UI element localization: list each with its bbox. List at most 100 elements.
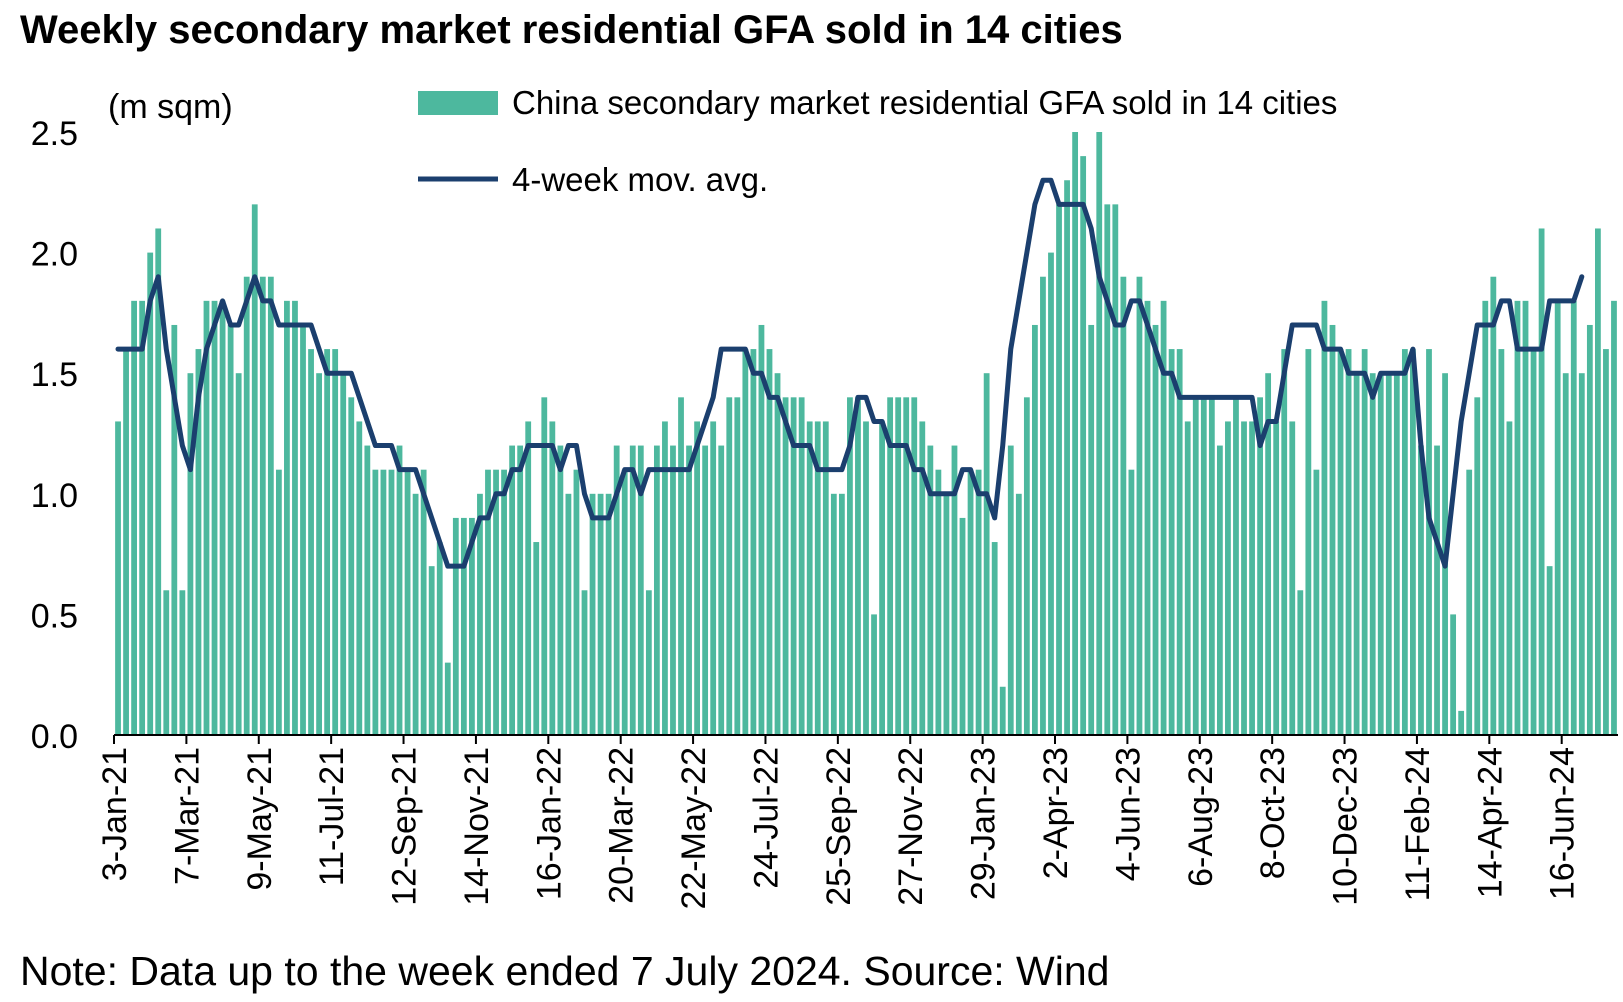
bar bbox=[1393, 373, 1400, 735]
bar bbox=[951, 445, 958, 735]
bar bbox=[1080, 156, 1087, 735]
bar bbox=[758, 324, 765, 735]
bar bbox=[284, 300, 290, 735]
bar bbox=[1112, 204, 1119, 736]
x-tick-label: 7-Mar-21 bbox=[168, 747, 206, 885]
bar bbox=[1233, 397, 1239, 735]
chart-note: Note: Data up to the week ended 7 July 2… bbox=[20, 948, 1110, 994]
bar bbox=[115, 421, 121, 735]
bar bbox=[1032, 324, 1038, 735]
bar bbox=[645, 590, 652, 735]
bar bbox=[1265, 373, 1272, 735]
bar bbox=[1490, 276, 1497, 735]
bar bbox=[1056, 204, 1062, 736]
bar bbox=[686, 445, 692, 735]
bar bbox=[308, 349, 314, 735]
bar bbox=[847, 397, 853, 735]
bar bbox=[613, 445, 620, 735]
bar bbox=[589, 493, 596, 735]
bar bbox=[1474, 397, 1481, 735]
bar bbox=[436, 542, 443, 735]
y-tick-label: 0.5 bbox=[31, 597, 78, 635]
bar bbox=[895, 397, 902, 735]
x-tick-label: 22-May-22 bbox=[675, 747, 713, 910]
bar bbox=[670, 445, 676, 735]
bar bbox=[1538, 228, 1545, 736]
bar bbox=[227, 324, 234, 735]
bar bbox=[1546, 566, 1553, 735]
bar bbox=[428, 566, 435, 735]
bar bbox=[1160, 300, 1167, 735]
bar bbox=[1345, 349, 1352, 735]
bar bbox=[1072, 132, 1079, 735]
bar bbox=[195, 349, 202, 735]
bar bbox=[999, 686, 1006, 735]
bar-series bbox=[115, 132, 1617, 736]
bar bbox=[1273, 421, 1280, 735]
bar bbox=[1401, 349, 1408, 735]
bar bbox=[1603, 349, 1609, 735]
bar bbox=[887, 397, 894, 735]
bar bbox=[1313, 469, 1320, 735]
bar bbox=[1176, 349, 1183, 735]
bar bbox=[372, 469, 379, 735]
bar bbox=[1498, 349, 1505, 735]
bar bbox=[597, 493, 604, 735]
bar bbox=[774, 373, 781, 735]
bar bbox=[1434, 445, 1440, 735]
bar bbox=[1562, 373, 1569, 735]
x-tick-label: 16-Jun-24 bbox=[1544, 747, 1582, 900]
y-tick-label: 2.0 bbox=[31, 236, 78, 274]
bar bbox=[549, 421, 556, 735]
bar bbox=[364, 445, 371, 735]
x-tick-label: 16-Jan-22 bbox=[530, 747, 568, 900]
bar bbox=[348, 397, 355, 735]
bar bbox=[975, 469, 982, 735]
bar bbox=[1192, 397, 1199, 735]
bar bbox=[275, 469, 282, 735]
bar bbox=[1144, 300, 1151, 735]
bar bbox=[1530, 349, 1537, 735]
bar bbox=[1466, 469, 1473, 735]
bar bbox=[316, 373, 322, 735]
bar bbox=[203, 300, 210, 735]
bar bbox=[662, 421, 668, 735]
bar bbox=[702, 445, 709, 735]
bar bbox=[235, 373, 242, 735]
x-tick-label: 20-Mar-22 bbox=[603, 747, 641, 904]
bar bbox=[1353, 373, 1360, 735]
bar bbox=[1522, 300, 1529, 735]
bar bbox=[1514, 300, 1521, 735]
bar bbox=[1578, 373, 1585, 735]
bar bbox=[1152, 324, 1159, 735]
bar bbox=[1120, 276, 1127, 735]
axes: 0.0 0.5 1.0 1.5 2.0 2.5 3-Jan-21 7-Mar-21 9-May-… bbox=[31, 115, 1618, 910]
bar bbox=[1305, 349, 1312, 735]
bar bbox=[139, 300, 146, 735]
bar bbox=[742, 349, 749, 735]
bar bbox=[541, 397, 548, 735]
bar bbox=[1418, 445, 1424, 735]
bar bbox=[1128, 469, 1135, 735]
bar bbox=[1104, 204, 1111, 736]
bar bbox=[509, 445, 516, 735]
bar bbox=[718, 445, 725, 735]
x-tick-label: 3-Jan-21 bbox=[96, 747, 134, 881]
y-tick-label: 2.5 bbox=[31, 115, 78, 153]
bar bbox=[911, 397, 918, 735]
bar bbox=[814, 421, 821, 735]
bar bbox=[694, 421, 700, 735]
bar bbox=[1506, 421, 1513, 735]
x-tick-label: 27-Nov-22 bbox=[892, 747, 930, 906]
bar bbox=[653, 445, 660, 735]
bar bbox=[460, 517, 467, 735]
bar bbox=[1410, 349, 1416, 735]
bar bbox=[565, 493, 572, 735]
bar bbox=[1361, 349, 1368, 735]
bar bbox=[292, 300, 298, 735]
bar bbox=[396, 445, 403, 735]
bar bbox=[251, 204, 258, 736]
bar bbox=[1482, 300, 1489, 735]
bar bbox=[798, 397, 805, 735]
